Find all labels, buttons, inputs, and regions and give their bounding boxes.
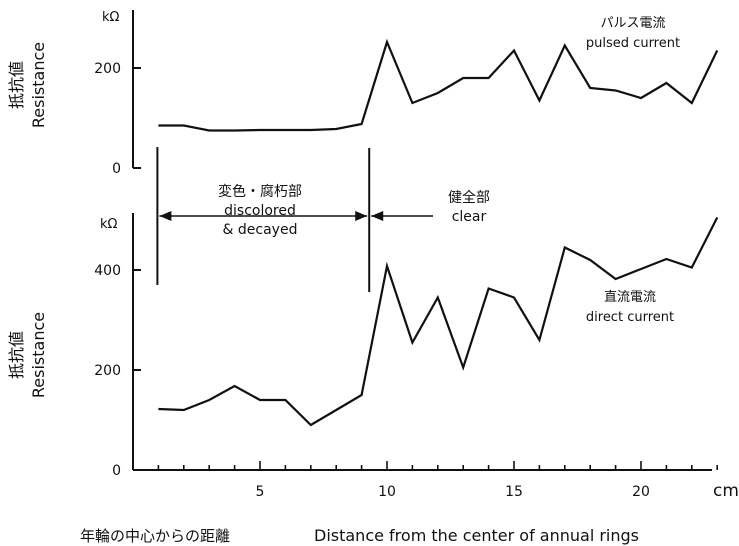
top-y-label: Resistance (29, 42, 48, 128)
x-unit: cm (713, 481, 739, 501)
clear-label: clear (452, 209, 487, 225)
pulsed-current-label-jp: パルス電流 (600, 16, 665, 31)
bottom-y-tick-label-200: 200 (94, 363, 121, 379)
x-label: Distance from the center of annual rings (314, 526, 639, 545)
direct-current-label: direct current (586, 310, 674, 325)
top-y-label-jp: 抵抗値 (7, 61, 26, 109)
bottom-y-label-jp: 抵抗値 (7, 331, 26, 379)
top-y-tick-label-200: 200 (94, 61, 121, 77)
direct-current-line (158, 217, 719, 427)
bottom-y-label: Resistance (29, 312, 48, 398)
clear-label-jp: 健全部 (448, 189, 490, 206)
x-label-jp: 年輪の中心からの距離 (80, 527, 230, 545)
pulsed-current-line (158, 38, 719, 132)
discolored-arrow-right-head (355, 211, 368, 221)
bottom-y-tick-label-0: 0 (112, 463, 121, 479)
x-tick-label-15: 15 (505, 484, 523, 500)
direct-current-label-jp: 直流電流 (604, 290, 656, 305)
bottom-y-tick-label-400: 400 (94, 263, 121, 279)
discolored-arrow-left-head (159, 211, 172, 221)
pulsed-current-label: pulsed current (586, 36, 680, 51)
top-y-unit: kΩ (102, 10, 120, 25)
decayed-label: & decayed (223, 222, 298, 238)
clear-arrow-head (371, 211, 384, 221)
x-tick-label-5: 5 (256, 484, 265, 500)
discolored-label-jp: 変色・腐朽部 (218, 183, 302, 200)
top-y-tick-label-0: 0 (112, 161, 121, 177)
bottom-y-unit: kΩ (100, 217, 118, 232)
discolored-label: discolored (224, 203, 296, 219)
x-tick-label-20: 20 (632, 484, 650, 500)
x-tick-label-10: 10 (378, 484, 396, 500)
